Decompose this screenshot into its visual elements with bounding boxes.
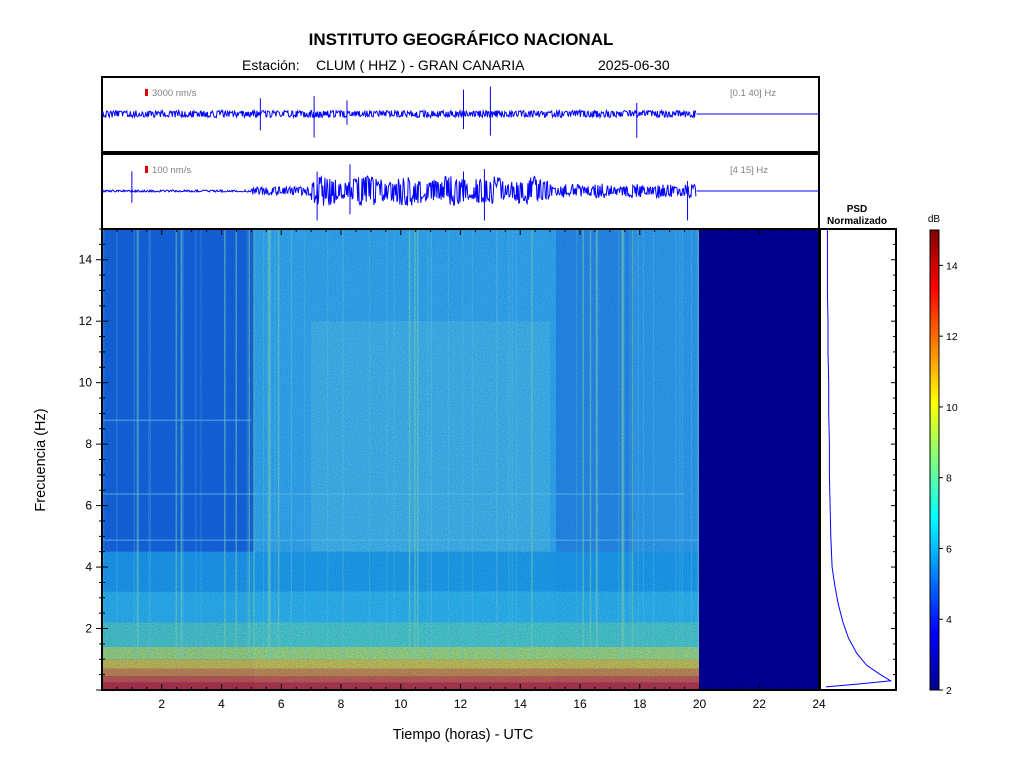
psd-y-ticks xyxy=(891,228,896,691)
x-tick-label: 12 xyxy=(454,697,468,711)
spectrogram-noise xyxy=(102,229,699,690)
y-axis-label: Frecuencia (Hz) xyxy=(33,408,49,511)
x-tick-label: 6 xyxy=(278,697,285,711)
colorbar-tick-label: 2 xyxy=(946,685,952,697)
colorbar-tick-label: 14 xyxy=(946,260,958,272)
station-name: CLUM ( HHZ ) - GRAN CANARIA xyxy=(316,57,525,73)
y-tick-label: 12 xyxy=(79,314,93,328)
colorbar-tick-label: 10 xyxy=(946,402,958,414)
seismogram-filtered-band-label: [4 15] Hz xyxy=(730,165,768,176)
y-tick-label: 4 xyxy=(85,560,92,574)
date-label: 2025-06-30 xyxy=(598,57,670,73)
seismogram-broadband-panel: 3000 nm/s [0.1 40] Hz xyxy=(101,76,820,153)
seismogram-filtered-panel: 100 nm/s [4 15] Hz xyxy=(101,153,820,230)
x-tick-label: 16 xyxy=(573,697,587,711)
x-tick-label: 24 xyxy=(812,697,826,711)
seismogram-broadband-trace xyxy=(101,86,819,138)
x-tick-label: 20 xyxy=(693,697,707,711)
y-tick-label: 10 xyxy=(79,376,93,390)
seismogram-broadband-band-label: [0.1 40] Hz xyxy=(730,88,776,99)
colorbar: dB 2 4 6 8 10 12 14 xyxy=(928,214,958,697)
station-prefix: Estación: xyxy=(242,57,300,73)
colorbar-tick-label: 8 xyxy=(946,473,952,485)
x-tick-label: 22 xyxy=(753,697,767,711)
x-tick-label: 14 xyxy=(514,697,528,711)
seismogram-broadband-scale-label: 3000 nm/s xyxy=(152,88,197,99)
x-tick-label: 2 xyxy=(158,697,165,711)
y-tick-label: 8 xyxy=(85,437,92,451)
colorbar-tick-label: 12 xyxy=(946,331,958,343)
scale-mark xyxy=(145,89,148,96)
colorbar-gradient xyxy=(929,229,940,691)
psd-curve xyxy=(825,229,893,688)
y-tick-label: 2 xyxy=(85,622,92,636)
psd-frame xyxy=(819,228,897,691)
trace-waveform xyxy=(101,175,697,207)
y-tick-label: 14 xyxy=(79,253,93,267)
y-tick-label: 6 xyxy=(85,499,92,513)
x-axis-label: Tiempo (horas) - UTC xyxy=(393,727,533,743)
colorbar-tick-label: 4 xyxy=(946,614,952,626)
spectrogram-no-data xyxy=(699,229,819,690)
seismogram-filtered-trace xyxy=(101,164,819,221)
spectrogram-y-axis: 2 4 6 8 10 12 14 xyxy=(79,228,108,691)
psd-panel: PSD Normalizado xyxy=(819,204,897,691)
trace-waveform xyxy=(101,108,697,120)
x-tick-label: 18 xyxy=(633,697,647,711)
psd-title-line1: PSD xyxy=(847,204,868,215)
x-tick-label: 10 xyxy=(394,697,408,711)
colorbar-ticks: 2 4 6 8 10 12 14 xyxy=(939,260,958,697)
seismogram-filtered-scale-label: 100 nm/s xyxy=(152,165,191,176)
scale-mark xyxy=(145,166,148,173)
x-tick-label: 4 xyxy=(218,697,225,711)
x-tick-label: 8 xyxy=(338,697,345,711)
colorbar-label: dB xyxy=(928,214,941,225)
figure-title: INSTITUTO GEOGRÁFICO NACIONAL xyxy=(309,30,614,49)
psd-title-line2: Normalizado xyxy=(827,216,887,227)
colorbar-tick-label: 6 xyxy=(946,543,952,555)
